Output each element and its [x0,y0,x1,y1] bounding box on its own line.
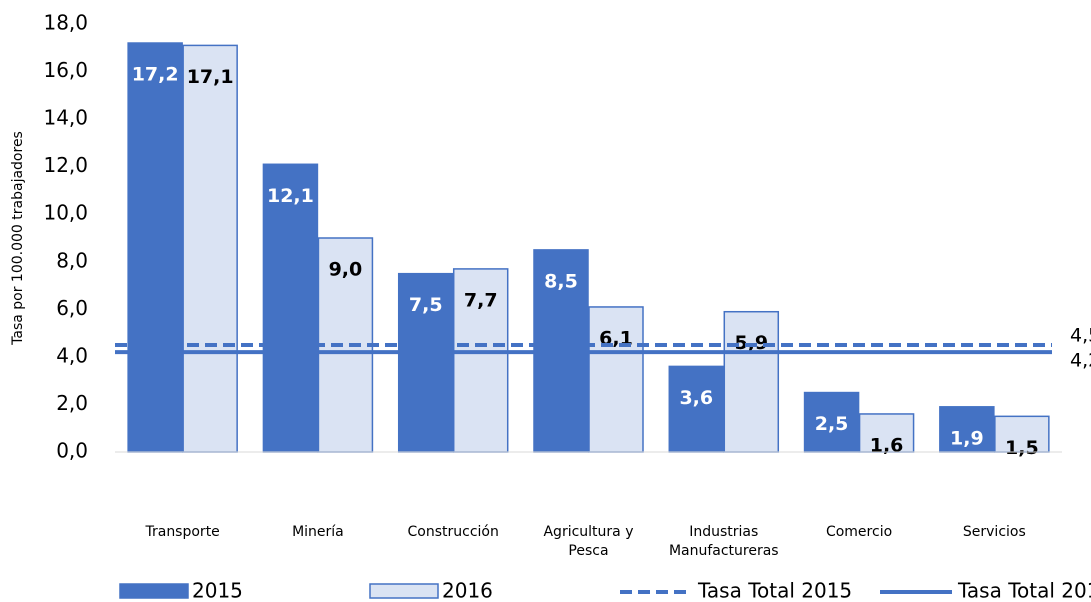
value-label: 1,9 [950,427,984,449]
bar [858,413,915,453]
bar [182,44,238,453]
legend-label: Tasa Total 2016 [957,579,1091,602]
reference-label: 4,5 [1070,325,1091,347]
reference-label: 4,2 [1070,350,1091,372]
x-tick-label: Servicios [962,524,1026,540]
x-tick-label: Agricultura y Pesca [543,524,634,559]
value-label: 12,1 [267,185,314,207]
y-tick-label: 0,0 [56,439,88,463]
y-tick-label: 8,0 [56,248,88,272]
bar [723,310,780,453]
value-label: 17,1 [187,66,234,88]
value-label: 8,5 [544,270,578,292]
value-label: 9,0 [329,259,363,281]
legend-swatch [119,583,189,599]
x-tick-label: Industrias Manufactureras [668,524,779,559]
x-tick-label: Minería [292,524,344,540]
y-tick-label: 6,0 [56,296,88,320]
value-label: 1,6 [870,434,904,456]
bar [397,272,454,453]
value-label: 3,6 [679,387,713,409]
y-tick-label: 14,0 [43,106,88,130]
x-tick-label: Construcción [407,524,499,540]
bar [452,268,509,453]
y-tick-label: 18,0 [43,11,88,35]
y-tick-label: 2,0 [56,391,88,415]
y-tick-label: 12,0 [43,153,88,177]
legend-label: Tasa Total 2015 [697,579,852,602]
value-label: 2,5 [815,413,849,435]
legend-label: 2015 [192,579,243,602]
value-label: 7,7 [464,289,498,311]
bar [127,42,183,453]
y-axis-label: Tasa por 100.000 trabajadores [10,131,26,346]
bar [668,365,725,453]
x-tick-label: Transporte [145,524,220,540]
x-tick-label: Comercio [825,524,893,540]
bar [262,163,319,453]
legend-swatch [369,583,439,599]
value-label: 1,5 [1005,437,1039,459]
y-tick-label: 4,0 [56,343,88,367]
legend-label: 2016 [442,579,493,602]
value-label: 7,5 [409,294,443,316]
value-label: 17,2 [132,64,179,86]
y-tick-label: 10,0 [43,201,88,225]
bar [939,406,995,453]
y-tick-label: 16,0 [43,58,88,82]
